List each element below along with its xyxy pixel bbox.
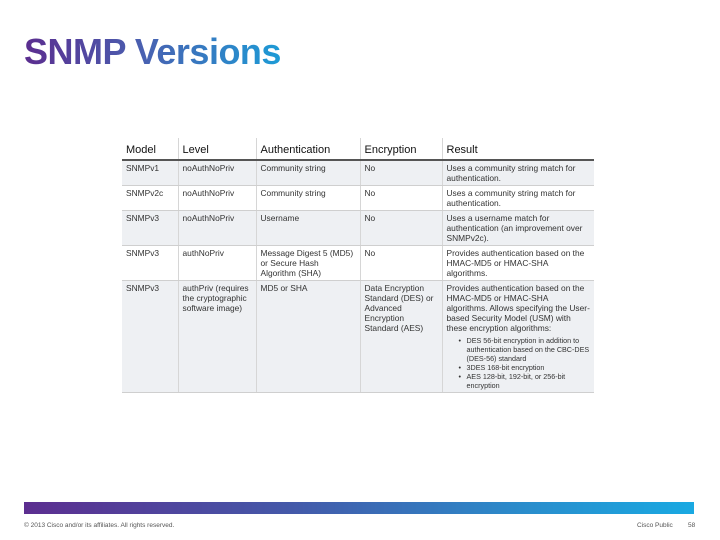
cell-encryption: No (359, 245, 442, 281)
cell-authentication: Message Digest 5 (MD5) or Secure Hash Al… (255, 245, 360, 281)
cell-model: SNMPv3 (122, 280, 178, 393)
footer-classification: Cisco Public (637, 522, 673, 529)
cell-model: SNMPv3 (122, 210, 178, 246)
cell-level: noAuthNoPriv (177, 160, 256, 186)
table-row: SNMPv3 noAuthNoPriv Username No Uses a u… (122, 210, 594, 246)
cell-result: Uses a community string match for authen… (441, 160, 594, 186)
column-header-result: Result (441, 138, 594, 161)
footer-copyright: © 2013 Cisco and/or its affiliates. All … (24, 522, 175, 529)
list-item: AES 128-bit, 192-bit, or 256-bit encrypt… (459, 372, 591, 390)
cell-level: noAuthNoPriv (177, 185, 256, 211)
page-number: 58 (688, 522, 696, 529)
table-header-row: Model Level Authentication Encryption Re… (122, 138, 594, 161)
cell-result: Provides authentication based on the HMA… (446, 283, 590, 333)
cell-level: authNoPriv (177, 245, 256, 281)
cell-encryption: Data Encryption Standard (DES) or Advanc… (359, 280, 442, 393)
table-row: SNMPv3 authPriv (requires the cryptograp… (122, 280, 594, 393)
table-row: SNMPv1 noAuthNoPriv Community string No … (122, 160, 594, 186)
cell-result: Uses a username match for authentication… (441, 210, 594, 246)
encryption-algorithm-list: DES 56-bit encryption in addition to aut… (447, 336, 591, 390)
cell-model: SNMPv3 (122, 245, 178, 281)
footer-gradient-bar (24, 502, 694, 514)
cell-model: SNMPv1 (122, 160, 178, 186)
cell-model: SNMPv2c (122, 185, 178, 211)
column-header-authentication: Authentication (255, 138, 360, 161)
cell-result: Uses a community string match for authen… (441, 185, 594, 211)
list-item: 3DES 168-bit encryption (459, 363, 591, 372)
cell-encryption: No (359, 160, 442, 186)
list-item: DES 56-bit encryption in addition to aut… (459, 336, 591, 363)
column-header-level: Level (177, 138, 256, 161)
column-header-encryption: Encryption (359, 138, 442, 161)
cell-encryption: No (359, 210, 442, 246)
cell-level: noAuthNoPriv (177, 210, 256, 246)
cell-authentication: Community string (255, 185, 360, 211)
slide-title: SNMP Versions (24, 31, 281, 72)
cell-authentication: MD5 or SHA (255, 280, 360, 393)
snmp-versions-table: Model Level Authentication Encryption Re… (122, 138, 594, 393)
cell-level: authPriv (requires the cryptographic sof… (177, 280, 256, 393)
cell-encryption: No (359, 185, 442, 211)
cell-authentication: Username (255, 210, 360, 246)
column-header-model: Model (122, 138, 178, 161)
snmp-versions-table-container: Model Level Authentication Encryption Re… (122, 138, 594, 400)
cell-result-with-bullets: Provides authentication based on the HMA… (441, 280, 594, 393)
table-row: SNMPv3 authNoPriv Message Digest 5 (MD5)… (122, 245, 594, 281)
cell-authentication: Community string (255, 160, 360, 186)
table-row: SNMPv2c noAuthNoPriv Community string No… (122, 185, 594, 211)
cell-result: Provides authentication based on the HMA… (441, 245, 594, 281)
